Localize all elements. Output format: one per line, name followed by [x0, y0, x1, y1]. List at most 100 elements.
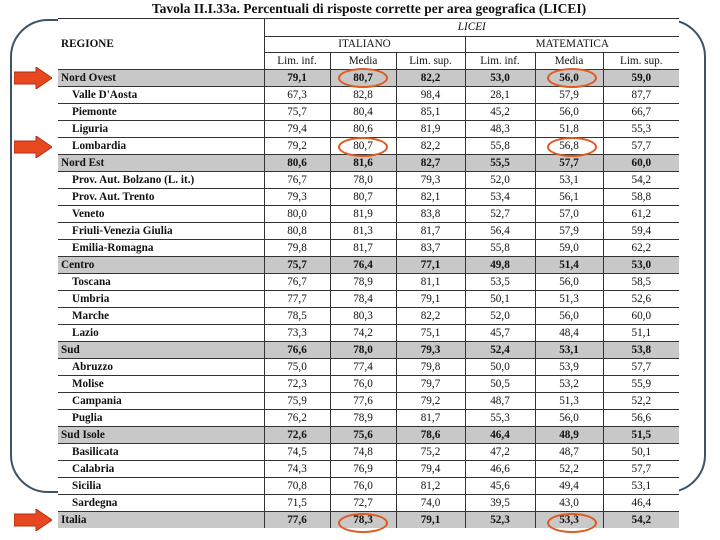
- row-name: Lazio: [58, 324, 264, 342]
- cell-lim-sup-mat: 57,7: [602, 137, 680, 155]
- cell-media-ita: 76,4: [329, 256, 396, 274]
- region-row: Marche 78,5 80,3 82,2 52,0 56,0 60,0: [58, 307, 680, 325]
- cell-lim-sup-ita: 83,8: [395, 205, 465, 223]
- row-name: Nord Est: [58, 154, 264, 172]
- cell-lim-sup-ita: 79,8: [395, 358, 465, 376]
- cell-media-mat: 53,9: [534, 358, 603, 376]
- cell-media-ita: 78,0: [329, 171, 396, 189]
- row-name: Sardegna: [58, 494, 264, 512]
- highlight-oval-nord-ovest-mat: [547, 68, 597, 88]
- cell-lim-sup-ita: 75,2: [395, 443, 465, 461]
- cell-lim-inf-mat: 45,7: [464, 324, 535, 342]
- cell-media-mat: 56,0: [534, 409, 603, 427]
- cell-lim-sup-ita: 81,9: [395, 120, 465, 138]
- highlight-oval-lombardia-ita: [338, 137, 388, 157]
- cell-lim-sup-mat: 52,6: [602, 290, 680, 308]
- row-name: Nord Ovest: [58, 69, 264, 87]
- cell-lim-sup-mat: 46,4: [602, 494, 680, 512]
- cell-lim-sup-ita: 82,2: [395, 69, 465, 87]
- cell-media-mat: 53,2: [534, 375, 603, 393]
- cell-lim-inf-mat: 47,2: [464, 443, 535, 461]
- cell-lim-inf-ita: 80,6: [263, 154, 330, 172]
- row-name: Puglia: [58, 409, 264, 427]
- cell-lim-sup-ita: 82,2: [395, 137, 465, 155]
- cell-lim-sup-mat: 58,8: [602, 188, 680, 206]
- row-name: Basilicata: [58, 443, 264, 461]
- row-name: Veneto: [58, 205, 264, 223]
- cell-lim-inf-mat: 46,6: [464, 460, 535, 478]
- cell-lim-sup-ita: 82,2: [395, 307, 465, 325]
- cell-lim-inf-ita: 72,3: [263, 375, 330, 393]
- cell-lim-inf-ita: 78,5: [263, 307, 330, 325]
- cell-media-mat: 51,4: [534, 256, 603, 274]
- cell-lim-sup-mat: 60,0: [602, 154, 680, 172]
- cell-lim-sup-mat: 54,2: [602, 171, 680, 189]
- row-name: Friuli-Venezia Giulia: [58, 222, 264, 240]
- header-col-lim-inf-mat: Lim. inf.: [464, 52, 535, 70]
- header-col-lim-inf-ita: Lim. inf.: [263, 52, 330, 70]
- cell-lim-inf-ita: 76,6: [263, 341, 330, 359]
- cell-media-ita: 78,0: [329, 341, 396, 359]
- cell-media-ita: 78,9: [329, 409, 396, 427]
- region-row: Basilicata 74,5 74,8 75,2 47,2 48,7 50,1: [58, 443, 680, 461]
- cell-lim-sup-ita: 81,2: [395, 477, 465, 495]
- cell-lim-sup-ita: 81,7: [395, 409, 465, 427]
- cell-lim-sup-mat: 56,6: [602, 409, 680, 427]
- cell-lim-inf-mat: 52,0: [464, 171, 535, 189]
- cell-lim-sup-mat: 57,7: [602, 460, 680, 478]
- cell-lim-inf-mat: 28,1: [464, 86, 535, 104]
- cell-lim-sup-mat: 52,2: [602, 392, 680, 410]
- cell-media-mat: 51,8: [534, 120, 603, 138]
- cell-lim-inf-ita: 79,2: [263, 137, 330, 155]
- cell-lim-inf-mat: 53,4: [464, 188, 535, 206]
- region-row: Valle D'Aosta 67,3 82,8 98,4 28,1 57,9 87,7: [58, 86, 680, 104]
- cell-media-mat: 59,0: [534, 239, 603, 257]
- cell-media-mat: 56,0: [534, 307, 603, 325]
- cell-media-ita: 74,8: [329, 443, 396, 461]
- cell-lim-inf-ita: 72,6: [263, 426, 330, 444]
- cell-lim-inf-mat: 50,5: [464, 375, 535, 393]
- cell-lim-inf-ita: 77,7: [263, 290, 330, 308]
- cell-lim-inf-ita: 79,3: [263, 188, 330, 206]
- cell-lim-sup-mat: 87,7: [602, 86, 680, 104]
- cell-media-mat: 43,0: [534, 494, 603, 512]
- cell-lim-sup-ita: 98,4: [395, 86, 465, 104]
- region-row: Molise 72,3 76,0 79,7 50,5 53,2 55,9: [58, 375, 680, 393]
- cell-lim-inf-ita: 70,8: [263, 477, 330, 495]
- highlight-oval-nord-ovest-ita: [338, 68, 388, 88]
- cell-lim-inf-ita: 73,3: [263, 324, 330, 342]
- cell-media-mat: 56,1: [534, 188, 603, 206]
- region-row: Calabria 74,3 76,9 79,4 46,6 52,2 57,7: [58, 460, 680, 478]
- cell-lim-sup-ita: 74,0: [395, 494, 465, 512]
- row-name: Prov. Aut. Bolzano (L. it.): [58, 171, 264, 189]
- cell-lim-sup-ita: 75,1: [395, 324, 465, 342]
- cell-lim-inf-mat: 48,7: [464, 392, 535, 410]
- cell-lim-sup-ita: 77,1: [395, 256, 465, 274]
- cell-lim-sup-mat: 50,1: [602, 443, 680, 461]
- table-title: Tavola II.I.33a. Percentuali di risposte…: [151, 1, 587, 16]
- cell-lim-inf-ita: 76,7: [263, 171, 330, 189]
- cell-lim-inf-ita: 80,8: [263, 222, 330, 240]
- cell-media-ita: 80,6: [329, 120, 396, 138]
- cell-lim-sup-ita: 81,7: [395, 222, 465, 240]
- header-col-lim-sup-mat: Lim. sup.: [602, 52, 680, 70]
- cell-media-ita: 81,3: [329, 222, 396, 240]
- cell-lim-sup-ita: 82,1: [395, 188, 465, 206]
- row-name: Italia: [58, 511, 264, 528]
- cell-media-mat: 57,7: [534, 154, 603, 172]
- region-row: Piemonte 75,7 80,4 85,1 45,2 56,0 66,7: [58, 103, 680, 121]
- row-name: Marche: [58, 307, 264, 325]
- cell-lim-sup-ita: 79,2: [395, 392, 465, 410]
- cell-lim-sup-ita: 79,7: [395, 375, 465, 393]
- cell-media-ita: 80,3: [329, 307, 396, 325]
- cell-media-ita: 77,4: [329, 358, 396, 376]
- cell-lim-inf-ita: 74,5: [263, 443, 330, 461]
- cell-lim-inf-mat: 48,3: [464, 120, 535, 138]
- row-name: Centro: [58, 256, 264, 274]
- row-name: Molise: [58, 375, 264, 393]
- cell-lim-sup-ita: 79,3: [395, 341, 465, 359]
- cell-lim-inf-ita: 76,2: [263, 409, 330, 427]
- cell-lim-inf-mat: 45,2: [464, 103, 535, 121]
- region-row: Friuli-Venezia Giulia 80,8 81,3 81,7 56,4 57,…: [58, 222, 680, 240]
- cell-media-mat: 56,0: [534, 273, 603, 291]
